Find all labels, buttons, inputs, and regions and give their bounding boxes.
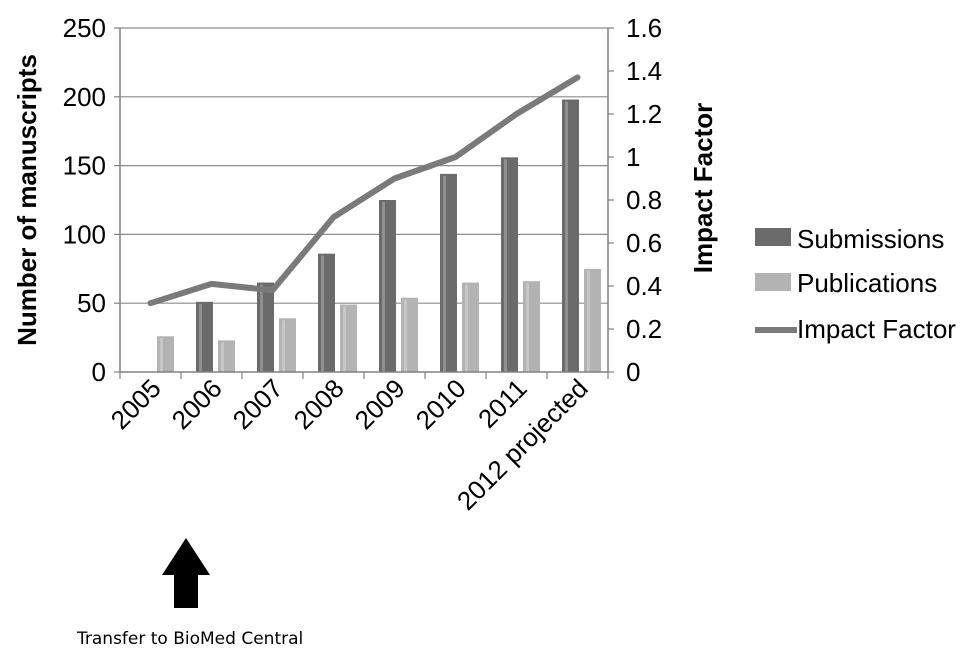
y-tick-label: 250 <box>63 13 106 43</box>
y2-tick-label: 1.6 <box>626 13 662 43</box>
x-tick-label: 2005 <box>105 373 167 435</box>
x-tick-label: 2006 <box>166 373 228 435</box>
legend-swatch-submissions <box>755 228 791 246</box>
bar-publications <box>401 297 418 372</box>
y-tick-label: 200 <box>63 82 106 112</box>
y-tick-labels: 0 50 100 150 200 250 <box>63 13 106 387</box>
bar-highlight <box>504 159 507 372</box>
y-tick-label: 50 <box>77 288 106 318</box>
transfer-annotation-label: Transfer to BioMed Central <box>76 629 303 649</box>
bar-publications <box>462 282 479 372</box>
bar-body <box>196 301 213 372</box>
y2-tick-labels: 0 0.2 0.4 0.6 0.8 1 1.2 1.4 1.6 <box>626 13 662 387</box>
bar-body <box>523 281 540 372</box>
y-axis-title: Number of manuscripts <box>12 54 42 346</box>
bar-body <box>257 282 274 372</box>
y2-tick-label: 0.4 <box>626 271 662 301</box>
y-tick-label: 150 <box>63 151 106 181</box>
bar-highlight <box>321 255 324 372</box>
bar-body <box>340 304 357 372</box>
impact-factor-line-group <box>147 74 581 307</box>
bar-highlight <box>443 175 446 372</box>
y-tick-label: 100 <box>63 219 106 249</box>
bar-publications <box>279 318 296 372</box>
bar-highlight <box>404 299 407 372</box>
bar-body <box>584 268 601 372</box>
y2-tick-label: 0.6 <box>626 228 662 258</box>
bar-highlight <box>282 320 285 372</box>
bar-submissions <box>379 200 396 372</box>
bar-highlight <box>382 202 385 372</box>
bar-body <box>501 157 518 372</box>
bar-submissions <box>196 301 213 372</box>
bar-body <box>279 318 296 372</box>
legend-label-impact-factor: Impact Factor <box>797 314 956 344</box>
impact-factor-line <box>147 74 581 307</box>
gridlines <box>120 27 608 304</box>
bar-publications <box>340 304 357 372</box>
bar-submissions <box>562 99 579 372</box>
bar-highlight <box>565 101 568 372</box>
bar-highlight <box>465 284 468 372</box>
y-tick-label: 0 <box>92 357 106 387</box>
y2-tick-label: 1 <box>626 142 640 172</box>
x-tick-label: 2008 <box>288 373 350 435</box>
bar-publications <box>157 336 174 372</box>
up-arrow-icon <box>162 538 210 608</box>
axes <box>114 27 614 379</box>
bar-body <box>401 297 418 372</box>
bar-body <box>157 336 174 372</box>
y2-tick-label: 1.4 <box>626 56 662 86</box>
y2-tick-label: 0 <box>626 357 640 387</box>
bar-body <box>379 200 396 372</box>
legend-label-submissions: Submissions <box>797 224 944 254</box>
bar-publications <box>584 268 601 372</box>
bars <box>157 99 601 372</box>
bar-publications <box>523 281 540 372</box>
y2-tick-label: 0.8 <box>626 185 662 215</box>
legend-label-publications: Publications <box>797 268 937 298</box>
bar-body <box>318 253 335 372</box>
bar-body <box>462 282 479 372</box>
x-tick-label: 2007 <box>227 373 289 435</box>
x-tick-label: 2009 <box>349 373 411 435</box>
bar-body <box>440 173 457 372</box>
bar-submissions <box>440 173 457 372</box>
bar-highlight <box>221 342 224 372</box>
legend-swatch-publications <box>755 273 791 291</box>
bar-highlight <box>526 283 529 372</box>
bar-highlight <box>260 284 263 372</box>
bar-publications <box>218 340 235 372</box>
bar-highlight <box>587 270 590 372</box>
bar-body <box>218 340 235 372</box>
bar-highlight <box>199 303 202 372</box>
legend: Submissions Publications Impact Factor <box>755 224 956 344</box>
transfer-annotation: Transfer to BioMed Central <box>76 538 303 649</box>
bar-submissions <box>318 253 335 372</box>
bar-submissions <box>257 282 274 372</box>
bar-highlight <box>343 306 346 372</box>
y2-axis-title: Impact Factor <box>688 103 718 274</box>
bar-body <box>562 99 579 372</box>
bar-submissions <box>501 157 518 372</box>
y2-tick-label: 1.2 <box>626 99 662 129</box>
x-tick-label: 2010 <box>410 373 472 435</box>
bar-highlight <box>160 338 163 372</box>
y2-tick-label: 0.2 <box>626 314 662 344</box>
